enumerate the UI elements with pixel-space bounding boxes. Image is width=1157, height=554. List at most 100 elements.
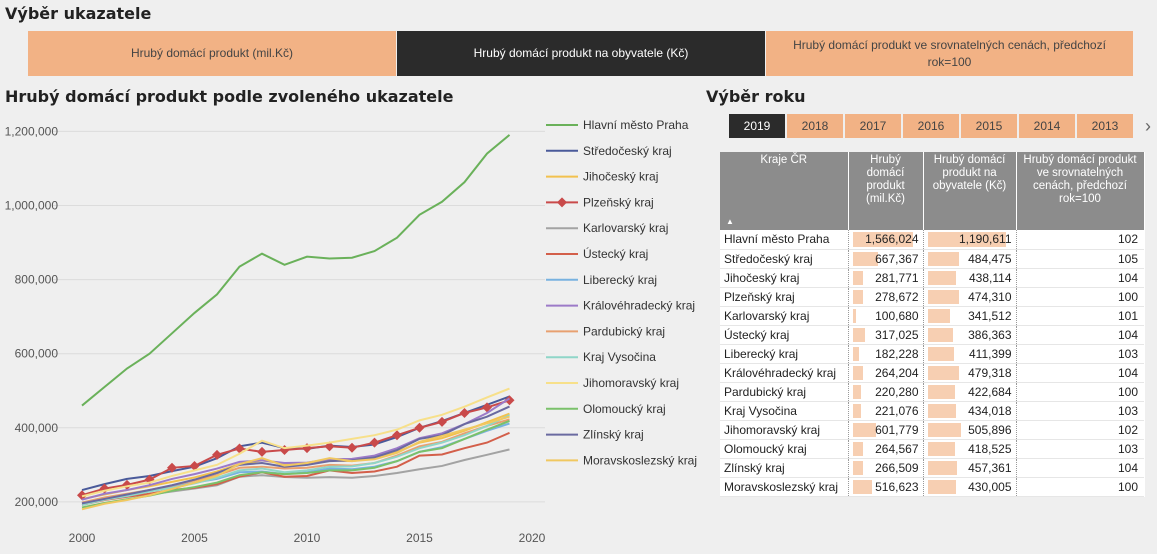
legend-label: Jihočeský kraj: [583, 170, 658, 184]
table-row[interactable]: Karlovarský kraj 100,680 341,512 101: [720, 306, 1144, 326]
gdp-per-capita-bar: [927, 308, 950, 323]
cell-gdp-per-capita: 438,114: [923, 268, 1017, 288]
cell-region: Jihomoravský kraj: [720, 420, 849, 440]
table-row[interactable]: Plzeňský kraj 278,672 474,310 100: [720, 287, 1144, 307]
cell-gdp-per-capita: 457,361: [923, 458, 1017, 478]
cell-gdp-per-capita: 386,363: [923, 325, 1017, 345]
data-point-marker: [414, 422, 425, 433]
year-selector-title: Výběr roku: [706, 87, 806, 106]
table-row[interactable]: Ústecký kraj 317,025 386,363 104: [720, 325, 1144, 345]
region-table: Kraje ČR ▲ Hrubý domácí produkt (mil.Kč) …: [720, 152, 1145, 497]
legend-label: Plzeňský kraj: [583, 195, 654, 209]
year-button-2016[interactable]: 2016: [903, 114, 959, 138]
year-button-2013[interactable]: 2013: [1077, 114, 1133, 138]
gdp-per-capita-bar: [927, 422, 961, 437]
data-point-marker: [77, 490, 87, 501]
gdp-bar: [852, 346, 860, 361]
cell-region: Pardubický kraj: [720, 382, 849, 402]
cell-gdp: 182,228: [848, 344, 924, 364]
data-point-marker: [347, 442, 357, 453]
gdp-bar: [852, 327, 865, 342]
y-tick-label: 1,200,000: [5, 124, 59, 138]
header-gdp[interactable]: Hrubý domácí produkt (mil.Kč): [848, 152, 924, 230]
indicator-button-gdp-per-capita[interactable]: Hrubý domácí produkt na obyvatele (Kč): [397, 31, 765, 76]
year-button-2019[interactable]: 2019: [729, 114, 785, 138]
cell-gdp-real: 105: [1016, 249, 1144, 269]
table-row[interactable]: Kraj Vysočina 221,076 434,018 103: [720, 401, 1144, 421]
cell-gdp-per-capita: 418,525: [923, 439, 1017, 459]
indicator-button-gdp[interactable]: Hrubý domácí produkt (mil.Kč): [28, 31, 396, 76]
legend-label: Hlavní město Praha: [583, 118, 689, 132]
data-point-marker: [234, 443, 245, 454]
cell-region: Plzeňský kraj: [720, 287, 849, 307]
series-line: [81, 414, 510, 506]
legend-label: Moravskoslezský kraj: [583, 453, 697, 467]
header-gdp-real[interactable]: Hrubý domácí produkt ve srovnatelných ce…: [1016, 152, 1145, 230]
table-row[interactable]: Jihočeský kraj 281,771 438,114 104: [720, 268, 1144, 288]
table-row[interactable]: Hlavní město Praha 1,566,024 1,190,611 102: [720, 230, 1144, 250]
cell-gdp-real: 104: [1016, 325, 1144, 345]
cell-region: Hlavní město Praha: [720, 230, 849, 250]
header-region[interactable]: Kraje ČR ▲: [720, 152, 849, 230]
gdp-per-capita-bar: [927, 251, 960, 266]
legend-label: Pardubický kraj: [583, 324, 665, 338]
series-line: [81, 387, 510, 498]
gdp-bar: [852, 365, 863, 380]
cell-gdp-real: 101: [1016, 306, 1144, 326]
data-point-marker: [257, 446, 267, 457]
sort-ascending-icon[interactable]: ▲: [726, 217, 734, 226]
legend-label: Karlovarský kraj: [583, 221, 668, 235]
cell-gdp: 278,672: [848, 287, 924, 307]
year-button-2014[interactable]: 2014: [1019, 114, 1075, 138]
cell-region: Středočeský kraj: [720, 249, 849, 269]
x-tick-label: 2020: [519, 531, 546, 545]
cell-gdp: 266,509: [848, 458, 924, 478]
legend-label: Kraj Vysočina: [583, 350, 656, 364]
series-line: [81, 405, 510, 505]
data-point-marker: [189, 460, 200, 471]
table-row[interactable]: Královéhradecký kraj 264,204 479,318 104: [720, 363, 1144, 383]
gdp-bar: [852, 422, 876, 437]
table-row[interactable]: Moravskoslezský kraj 516,623 430,005 100: [720, 477, 1144, 497]
series-line: [81, 415, 510, 511]
legend-label: Jihomoravský kraj: [583, 376, 679, 390]
cell-gdp-real: 103: [1016, 344, 1144, 364]
table-row[interactable]: Středočeský kraj 667,367 484,475 105: [720, 249, 1144, 269]
chevron-right-icon[interactable]: ›: [1145, 115, 1151, 136]
y-tick-label: 400,000: [15, 421, 59, 435]
gdp-bar: [852, 441, 863, 456]
gdp-per-capita-bar: [927, 327, 953, 342]
cell-gdp-real: 104: [1016, 268, 1144, 288]
gdp-bar: [852, 460, 863, 475]
gdp-bar: [852, 289, 864, 304]
year-button-2017[interactable]: 2017: [845, 114, 901, 138]
legend-label: Zlínský kraj: [583, 428, 644, 442]
cell-gdp-real: 104: [1016, 363, 1144, 383]
table-row[interactable]: Jihomoravský kraj 601,779 505,896 102: [720, 420, 1144, 440]
gdp-per-capita-bar: [927, 441, 955, 456]
year-button-2015[interactable]: 2015: [961, 114, 1017, 138]
y-tick-label: 200,000: [15, 495, 59, 509]
cell-gdp-per-capita: 411,399: [923, 344, 1017, 364]
table-row[interactable]: Liberecký kraj 182,228 411,399 103: [720, 344, 1144, 364]
x-tick-label: 2010: [294, 531, 321, 545]
indicator-button-gdp-real[interactable]: Hrubý domácí produkt ve srovnatelných ce…: [766, 31, 1133, 76]
gdp-per-capita-bar: [927, 460, 958, 475]
line-chart: 200,000 400,000 600,000 800,000 1,000,000 1,2…: [5, 118, 697, 545]
cell-gdp: 220,280: [848, 382, 924, 402]
table-row[interactable]: Olomoucký kraj 264,567 418,525 103: [720, 439, 1144, 459]
y-tick-label: 800,000: [15, 273, 59, 287]
x-tick-label: 2015: [406, 531, 433, 545]
table-row[interactable]: Zlínský kraj 266,509 457,361 104: [720, 458, 1144, 478]
year-button-2018[interactable]: 2018: [787, 114, 843, 138]
table-row[interactable]: Pardubický kraj 220,280 422,684 100: [720, 382, 1144, 402]
gdp-bar: [852, 308, 857, 323]
gdp-bar: [852, 251, 879, 266]
data-point-marker: [167, 462, 177, 473]
legend-label: Středočeský kraj: [583, 144, 672, 158]
series-line: [81, 134, 511, 407]
gdp-per-capita-bar: [927, 403, 956, 418]
gdp-per-capita-bar: [927, 289, 959, 304]
series-line: [81, 431, 510, 506]
header-gdp-per-capita[interactable]: Hrubý domácí produkt na obyvatele (Kč): [923, 152, 1017, 230]
